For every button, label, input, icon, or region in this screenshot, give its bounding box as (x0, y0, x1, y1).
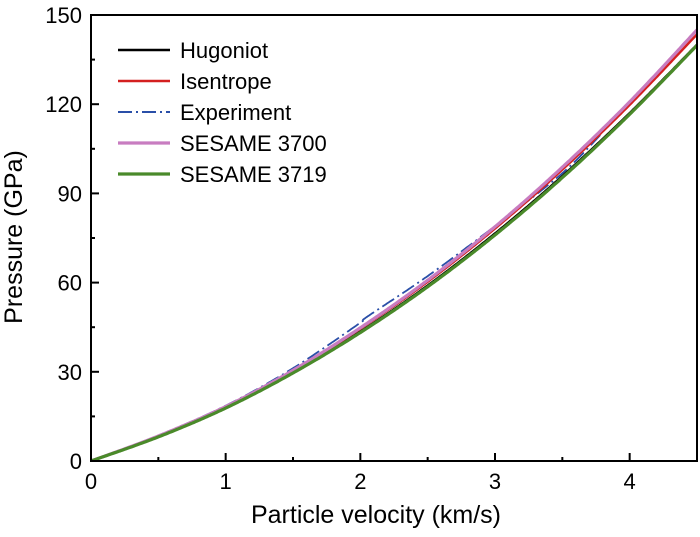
series-line-experiment (91, 131, 604, 461)
y-axis-title: Pressure (GPa) (0, 150, 28, 324)
y-tick-label: 0 (70, 449, 82, 474)
x-tick-label: 3 (489, 469, 501, 494)
series-line-sesame-3700 (91, 28, 697, 461)
legend-label: Experiment (180, 100, 291, 125)
y-tick-label: 60 (58, 271, 82, 296)
x-axis-title: Particle velocity (km/s) (251, 501, 501, 529)
y-tick-label: 30 (58, 360, 82, 385)
x-tick-label: 1 (220, 469, 232, 494)
series-line-isentrope (91, 33, 697, 461)
legend-label: Hugoniot (180, 38, 268, 63)
legend-label: SESAME 3700 (180, 131, 327, 156)
x-tick-label: 0 (85, 469, 97, 494)
y-tick-label: 120 (45, 92, 82, 117)
legend-label: Isentrope (180, 69, 272, 94)
y-tick-label: 150 (45, 3, 82, 28)
series-layer (91, 28, 697, 461)
legend-label: SESAME 3719 (180, 162, 327, 187)
series-line-sesame-3719 (91, 44, 697, 461)
x-tick-label: 2 (354, 469, 366, 494)
y-tick-label: 90 (58, 181, 82, 206)
x-tick-label: 4 (624, 469, 636, 494)
legend: Hugoniot Isentrope Experiment SESAME 3700 SE… (118, 38, 327, 187)
tick-layer: 0 1 2 3 4 0 30 60 90 120 150 (45, 3, 636, 494)
